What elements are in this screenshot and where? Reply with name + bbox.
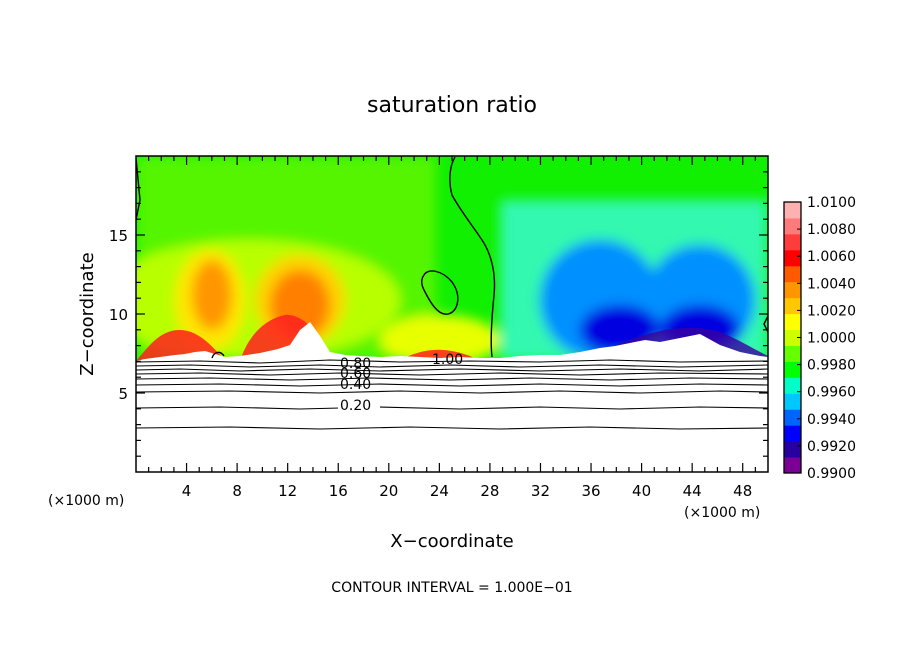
plot-area: 1.00 0.80 0.60 0.40 0.20 (136, 156, 768, 472)
x-tick-label: 28 (480, 482, 499, 500)
x-tick-label: 4 (182, 482, 192, 500)
contour-line (136, 368, 768, 372)
contour-line (136, 426, 768, 430)
colorbar-swatch (784, 202, 801, 219)
contour-line (136, 383, 768, 387)
x-tick-label: 40 (632, 482, 651, 500)
colorbar-swatch (784, 249, 801, 267)
y-axis-title: Z−coordinate (77, 252, 98, 375)
colorbar-swatch (784, 329, 801, 346)
x-tick-label: 8 (232, 482, 242, 500)
colorbar-tick-label: 0.9920 (807, 439, 856, 455)
colorbar-swatch (784, 361, 801, 378)
contour-line (136, 390, 768, 394)
colorbar-swatch (784, 457, 801, 474)
contour-line (136, 406, 768, 410)
colorbar-tick-label: 1.0100 (807, 195, 856, 211)
y-tick-label: 10 (109, 306, 128, 324)
chart-title: saturation ratio (367, 93, 537, 118)
colorbar-tick-label: 0.9980 (807, 358, 856, 374)
colorbar-swatch (784, 425, 801, 442)
x-unit-right: (×1000 m) (684, 505, 760, 521)
contour-label-0-60: 0.60 (340, 366, 371, 382)
colorbar-swatch (784, 441, 801, 458)
field-yellow-3 (380, 315, 500, 365)
colorbar-swatch (784, 281, 801, 299)
colorbar-tick-label: 1.0060 (807, 249, 856, 265)
x-axis: 4 8 12 16 20 24 28 32 36 40 44 48 (148, 156, 756, 500)
colorbar-tick-label: 1.0040 (807, 276, 856, 292)
colorbar-tick-label: 0.9960 (807, 385, 856, 401)
x-tick-label: 36 (581, 482, 600, 500)
colorbar-tick-label: 1.0080 (807, 222, 856, 238)
y-tick-label: 5 (118, 385, 128, 403)
colorbar-tick-label: 0.9900 (807, 466, 856, 482)
contour-small-bump (211, 351, 225, 359)
contour-1-00-ellipse (421, 270, 459, 315)
contour-label-0-40: 0.40 (340, 377, 371, 393)
colorbar-swatch (784, 233, 801, 251)
x-tick-label: 44 (683, 482, 702, 500)
x-tick-label: 16 (329, 482, 348, 500)
colorbar-tick-label: 1.0020 (807, 303, 856, 319)
colorbar-swatch (784, 297, 801, 315)
colorbar-swatch (784, 265, 801, 283)
contour-labels: 1.00 0.80 0.60 0.40 0.20 (338, 352, 463, 414)
contour-interval-note: CONTOUR INTERVAL = 1.000E−01 (331, 580, 572, 596)
contour-label-0-80: 0.80 (340, 356, 371, 372)
colorbar-swatch (784, 313, 801, 331)
contour-label-0-20: 0.20 (340, 398, 371, 414)
x-unit-left: (×1000 m) (48, 493, 124, 509)
colorbar: 0.9900 0.9920 0.9940 0.9960 0.9980 1.0000 1.00… (783, 195, 856, 482)
x-axis-title: X−coordinate (390, 531, 513, 552)
colorbar-tick-label: 0.9940 (807, 412, 856, 428)
colorbar-swatch (784, 409, 801, 426)
y-axis: 5 10 15 (109, 171, 768, 457)
contour-label-1-00: 1.00 (432, 352, 463, 368)
x-tick-label: 24 (430, 482, 449, 500)
x-tick-label: 12 (278, 482, 297, 500)
x-tick-label: 20 (379, 482, 398, 500)
contour-lines-lower (136, 359, 768, 430)
contour-line (136, 372, 768, 376)
contour-line (136, 364, 768, 368)
colorbar-swatch (784, 393, 801, 410)
y-tick-label: 15 (109, 227, 128, 245)
colorbar-swatch (784, 345, 801, 362)
contour-line (136, 359, 768, 364)
field-orange-1 (192, 260, 232, 330)
contour-line (136, 377, 768, 381)
x-tick-label: 48 (733, 482, 752, 500)
colorbar-tick-label: 1.0000 (807, 331, 856, 347)
colorbar-swatch (784, 377, 801, 394)
colorbar-swatch (784, 217, 801, 235)
contour-1-00-main (449, 156, 496, 358)
field-upper (136, 156, 768, 365)
x-tick-label: 32 (531, 482, 550, 500)
